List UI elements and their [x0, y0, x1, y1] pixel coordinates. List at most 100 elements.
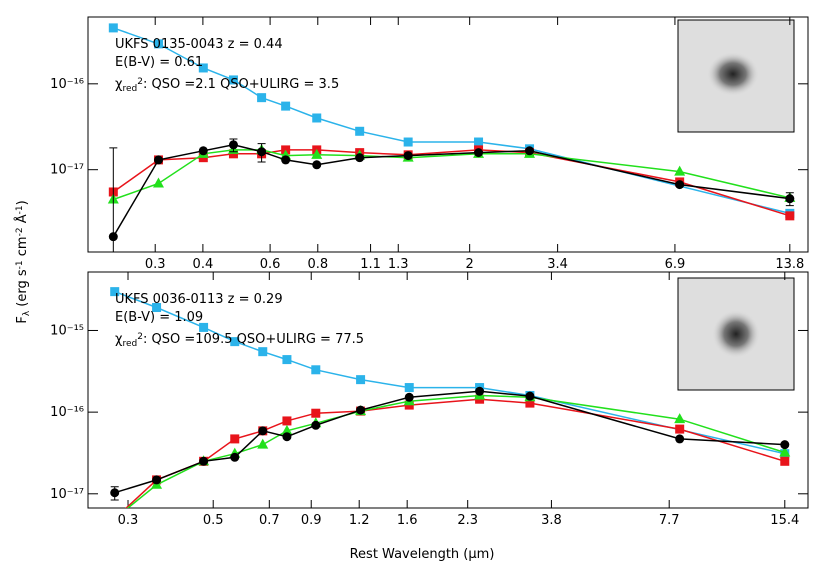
x-tick-label: 0.8 — [307, 257, 328, 272]
y-axis-label-part: F — [15, 316, 30, 323]
marker — [355, 153, 365, 163]
annotation: UKFS 0135-0043 z = 0.44 — [115, 37, 283, 52]
marker — [257, 93, 267, 103]
marker — [780, 456, 790, 466]
marker — [282, 416, 292, 426]
marker — [228, 75, 238, 85]
marker — [199, 456, 209, 466]
marker — [312, 160, 322, 170]
marker — [110, 488, 120, 498]
marker — [282, 355, 292, 365]
x-tick-label: 0.9 — [301, 513, 322, 528]
fit-label: χred2: QSO =2.1 QSO+ULIRG = 3.5 — [115, 77, 339, 94]
thumbnail — [677, 19, 795, 391]
x-tick-label: 0.4 — [193, 257, 214, 272]
y-tick-label: 10⁻¹⁶ — [50, 77, 84, 92]
panel: 10⁻¹⁵ 10⁻¹⁶ 10⁻¹⁷ 0.3 0.5 0.7 0.9 1.2 1.6 2.3 3.8 7… — [50, 271, 809, 528]
marker — [152, 475, 162, 485]
x-tick-label: 2.3 — [457, 513, 478, 528]
marker — [257, 147, 267, 157]
marker — [108, 232, 118, 242]
marker — [355, 126, 365, 136]
marker — [780, 440, 790, 450]
y-axis-label-part: Å — [14, 214, 30, 227]
fit-label-part: : QSO =2.1 QSO+ULIRG = 3.5 — [143, 77, 339, 92]
x-tick-label: 15.4 — [770, 513, 799, 528]
x-tick-label: 0.3 — [118, 513, 139, 528]
marker — [258, 347, 268, 357]
fit-label-part: 2 — [137, 77, 143, 87]
x-tick-label: 6.9 — [665, 257, 686, 272]
x-tick-label: 0.3 — [145, 257, 166, 272]
fit-label-part: χ — [115, 332, 123, 347]
marker — [153, 39, 163, 49]
y-axis-label: Fλ (erg s-1 cm-2 Å-1) — [14, 200, 32, 323]
marker — [525, 146, 535, 156]
marker — [153, 155, 163, 165]
marker — [404, 392, 414, 402]
marker — [404, 383, 414, 393]
x-tick-label: 1.1 — [360, 257, 381, 272]
marker — [525, 398, 535, 408]
x-axis-label: Rest Wavelength (μm) — [350, 547, 495, 562]
series-line — [126, 394, 786, 508]
marker — [675, 424, 685, 434]
marker — [474, 148, 484, 158]
marker — [403, 151, 413, 161]
marker — [675, 180, 685, 190]
series-line — [114, 290, 785, 455]
y-axis-label-part: -1 — [15, 205, 25, 214]
series-line — [113, 27, 790, 215]
marker — [282, 432, 292, 442]
annotation: UKFS 0036-0113 z = 0.29 — [115, 292, 283, 307]
marker — [474, 137, 484, 147]
y-axis-label-part: ) — [15, 200, 30, 205]
marker — [356, 375, 366, 385]
fit-label: χred2: QSO =109.5 QSO+ULIRG = 77.5 — [115, 332, 364, 349]
data-layer — [110, 287, 791, 508]
marker — [258, 426, 268, 436]
y-tick-label: 10⁻¹⁷ — [50, 163, 84, 178]
marker — [311, 365, 321, 375]
marker — [108, 23, 118, 33]
marker — [785, 194, 795, 204]
marker — [674, 413, 686, 424]
x-tick-label: 3.8 — [541, 513, 562, 528]
x-tick-label: 7.7 — [659, 513, 680, 528]
annotation: E(B-V) = 1.09 — [115, 310, 203, 325]
y-tick-label: 10⁻¹⁷ — [50, 487, 84, 502]
marker — [281, 424, 293, 435]
marker — [152, 177, 164, 188]
marker — [312, 113, 322, 123]
plot-frame — [87, 16, 809, 253]
x-tick-label: 1.3 — [388, 257, 409, 272]
y-tick-label: 10⁻¹⁵ — [50, 323, 84, 338]
marker — [281, 101, 291, 111]
marker — [311, 148, 323, 159]
marker — [199, 322, 209, 332]
x-tick-label: 0.7 — [259, 513, 280, 528]
x-tick-label: 0.5 — [203, 513, 224, 528]
marker — [356, 405, 366, 415]
fit-label-part: χ — [115, 77, 123, 92]
marker — [110, 287, 120, 297]
x-tick-label: 13.8 — [775, 257, 804, 272]
marker — [779, 446, 791, 457]
panel: 10⁻¹⁶ 10⁻¹⁷ 0.3 0.4 0.6 0.8 1.1 1.3 2 3.4 6.9 13.8 U… — [50, 16, 809, 272]
fit-label-part: red — [123, 339, 138, 349]
y-axis-label-part: -2 — [15, 227, 25, 236]
marker — [311, 420, 321, 430]
x-tick-label: 1.2 — [349, 513, 370, 528]
y-axis-label-part: cm — [15, 236, 30, 260]
series-line — [112, 149, 791, 217]
marker — [525, 391, 535, 401]
marker — [230, 452, 240, 462]
marker — [198, 146, 208, 156]
marker — [257, 438, 269, 449]
series-line — [114, 390, 785, 494]
marker — [230, 434, 240, 444]
fit-label-part: 2 — [137, 332, 143, 342]
x-tick-label: 3.4 — [547, 257, 568, 272]
marker — [198, 63, 208, 73]
marker — [675, 434, 685, 444]
